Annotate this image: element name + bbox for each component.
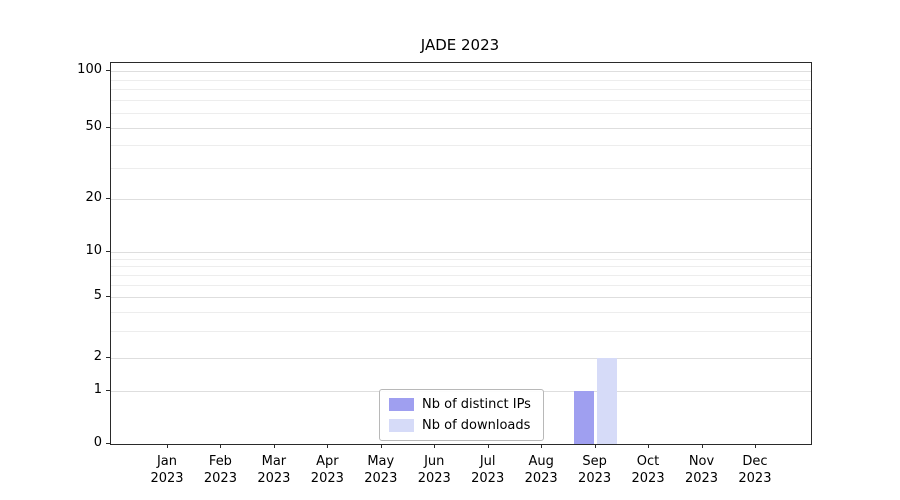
x-tick-mark-may <box>380 444 382 448</box>
x-tick-mark-nov <box>701 444 703 448</box>
y-tick-mark-2 <box>106 357 110 358</box>
gridline-minor-9 <box>111 258 811 260</box>
y-tick-label-50: 50 <box>85 119 102 134</box>
x-tick-mark-feb <box>220 444 222 448</box>
gridline-minor-7 <box>111 275 811 277</box>
gridline-minor-4 <box>111 311 811 313</box>
legend-swatch-downloads <box>389 419 414 432</box>
x-tick-label-dec: Dec 2023 <box>738 454 772 486</box>
legend: Nb of distinct IPs Nb of downloads <box>379 389 544 441</box>
y-tick-mark-5 <box>106 296 110 297</box>
gridline-minor-6 <box>111 285 811 287</box>
x-tick-label-mar: Mar 2023 <box>257 454 291 486</box>
x-tick-mark-oct <box>648 444 650 448</box>
x-tick-mark-jan <box>167 444 168 448</box>
y-tick-label-20: 20 <box>85 190 102 205</box>
x-tick-label-jun: Jun 2023 <box>417 454 451 486</box>
y-tick-label-10: 10 <box>85 243 102 258</box>
x-tick-mark-jul <box>487 444 489 448</box>
y-tick-mark-0 <box>106 443 110 444</box>
y-tick-label-2: 2 <box>93 349 102 364</box>
x-tick-label-apr: Apr 2023 <box>310 454 344 486</box>
gridline-minor-60 <box>111 113 811 114</box>
legend-label-downloads: Nb of downloads <box>422 418 531 433</box>
gridline-minor-40 <box>111 145 811 147</box>
x-tick-label-aug: Aug 2023 <box>524 454 558 486</box>
gridline-major-10 <box>111 252 811 253</box>
x-tick-label-feb: Feb 2023 <box>203 454 237 486</box>
x-tick-mark-sep <box>594 444 596 448</box>
y-tick-mark-10 <box>106 251 110 252</box>
bars-layer <box>111 63 811 444</box>
y-tick-label-1: 1 <box>93 382 102 397</box>
x-tick-label-oct: Oct 2023 <box>631 454 665 486</box>
gridline-minor-90 <box>111 79 811 81</box>
x-tick-mark-jun <box>434 444 436 448</box>
chart-title: JADE 2023 <box>420 36 500 54</box>
gridline-minor-80 <box>111 89 811 91</box>
legend-swatch-distinct-ips <box>389 398 414 411</box>
y-tick-label-0: 0 <box>93 435 102 450</box>
y-tick-mark-100 <box>106 70 110 71</box>
x-tick-mark-apr <box>327 444 329 448</box>
x-tick-label-jan: Jan 2023 <box>150 454 184 486</box>
y-tick-mark-1 <box>106 390 110 391</box>
y-tick-mark-20 <box>106 198 110 199</box>
x-tick-mark-mar <box>273 444 275 448</box>
gridline-minor-3 <box>111 331 811 332</box>
legend-label-distinct-ips: Nb of distinct IPs <box>422 397 531 412</box>
gridline-major-20 <box>111 199 811 200</box>
y-tick-label-100: 100 <box>77 62 102 77</box>
x-tick-mark-aug <box>541 444 543 448</box>
gridline-minor-30 <box>111 167 811 169</box>
bar-nb-of-distinct-ips-sep <box>574 391 595 444</box>
gridline-major-2 <box>111 358 811 359</box>
legend-item-downloads: Nb of downloads <box>389 418 531 433</box>
x-tick-mark-dec <box>754 444 756 448</box>
gridline-minor-8 <box>111 266 811 268</box>
x-tick-label-nov: Nov 2023 <box>684 454 719 486</box>
legend-item-distinct-ips: Nb of distinct IPs <box>389 397 531 412</box>
plot-area: Nb of distinct IPs Nb of downloads <box>110 62 812 445</box>
gridline-major-50 <box>111 128 811 129</box>
y-tick-mark-50 <box>106 127 110 128</box>
gridline-minor-70 <box>111 100 811 102</box>
gridline-major-100 <box>111 71 811 72</box>
bar-nb-of-downloads-sep <box>597 358 618 444</box>
y-tick-label-5: 5 <box>93 288 102 303</box>
gridline-major-5 <box>111 297 811 298</box>
x-tick-label-jul: Jul 2023 <box>471 454 505 486</box>
x-tick-label-sep: Sep 2023 <box>578 454 612 486</box>
x-tick-label-may: May 2023 <box>364 454 398 486</box>
